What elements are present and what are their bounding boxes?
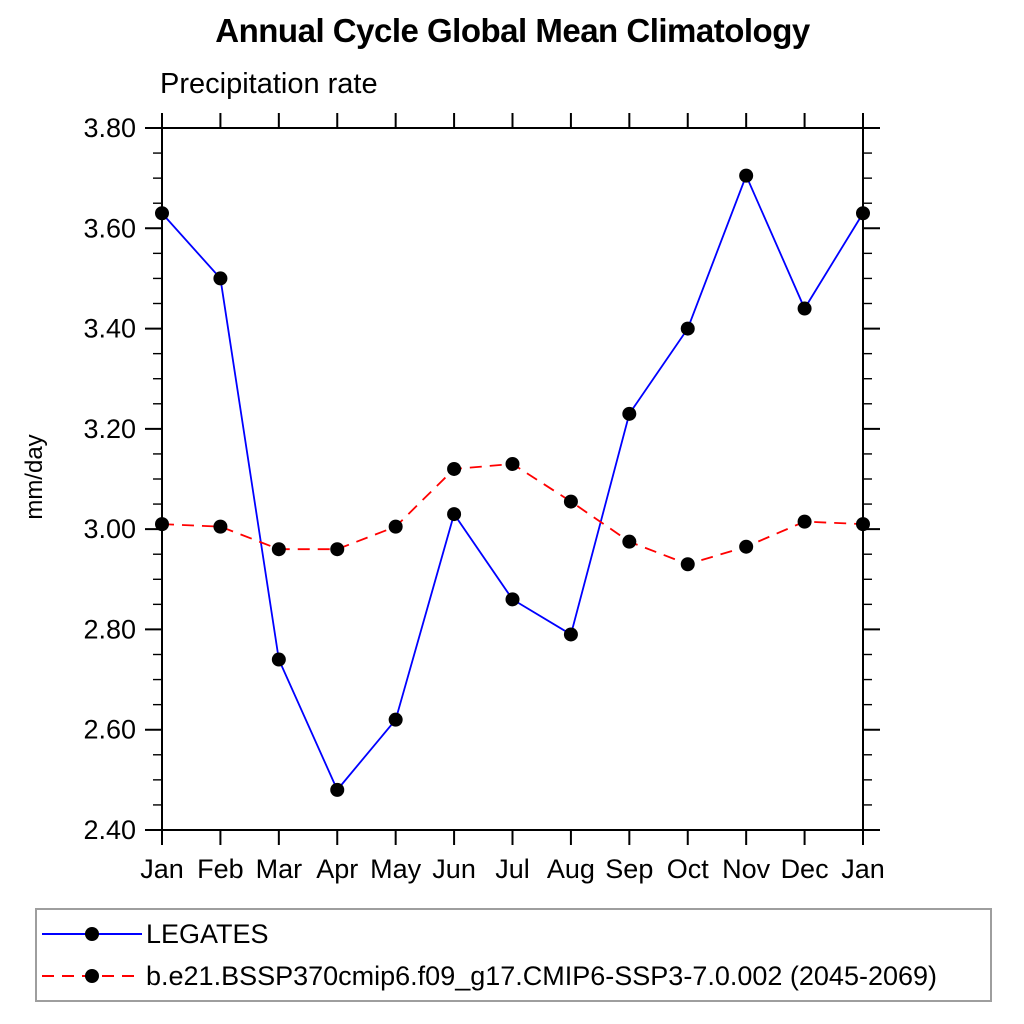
- series-0-marker: [622, 406, 637, 421]
- legend-label-legates: LEGATES: [146, 918, 269, 949]
- series-1-marker: [388, 519, 403, 534]
- x-tick-label: Apr: [316, 854, 358, 884]
- y-tick-label: 3.40: [83, 314, 136, 344]
- y-tick-label: 2.80: [83, 614, 136, 644]
- x-tick-label: Nov: [722, 854, 771, 884]
- legend-sample-marker: [85, 969, 99, 983]
- chart-subtitle: Precipitation rate: [160, 68, 378, 100]
- x-tick-label: Jul: [495, 854, 530, 884]
- legend-line-sample-dashed: [42, 969, 142, 983]
- series-1-line: [161, 463, 864, 566]
- y-tick-label: 2.60: [83, 715, 136, 745]
- series-1-marker: [155, 517, 169, 532]
- plot-frame: [161, 127, 864, 831]
- series-1-marker: [505, 456, 520, 471]
- series-0-marker: [155, 206, 169, 221]
- series-0-marker: [271, 652, 286, 667]
- chart-title: Annual Cycle Global Mean Climatology: [215, 12, 810, 49]
- series-1-marker: [797, 514, 812, 529]
- series-0-marker: [388, 712, 403, 727]
- x-tick-label: Oct: [667, 854, 710, 884]
- y-tick-label: 3.20: [83, 414, 136, 444]
- series-1-marker: [856, 517, 870, 532]
- x-tick-label: Jun: [432, 854, 476, 884]
- x-tick-label: Mar: [256, 854, 303, 884]
- x-tick-label: Jan: [841, 854, 885, 884]
- y-axis-label: mm/day: [21, 434, 48, 519]
- x-tick-label: Feb: [197, 854, 244, 884]
- legend-item-legates: LEGATES: [40, 913, 990, 955]
- series-0-line: [161, 173, 864, 792]
- plot-area: 2.40 2.60 2.80 3.00 3.20 3.40 3.60 3.80 Jan Feb Ma…: [21, 113, 885, 884]
- y-tick-label: 3.80: [83, 113, 136, 143]
- series-1-marker: [622, 534, 637, 549]
- series-0-marker: [505, 592, 520, 607]
- x-tick-label: Dec: [781, 854, 829, 884]
- series-1-marker: [739, 539, 754, 554]
- y-tick-label: 2.40: [83, 815, 136, 845]
- x-tick-label: Sep: [605, 854, 653, 884]
- series-1-marker: [447, 461, 462, 476]
- series-0-marker: [739, 168, 754, 183]
- x-tick-label: Jan: [140, 854, 184, 884]
- series-0-marker: [680, 321, 695, 336]
- legend-line-sample-solid: [42, 927, 142, 941]
- legend-box: LEGATES b.e21.BSSP370cmip6.f09_g17.CMIP6…: [35, 908, 992, 1002]
- series-0-marker: [856, 206, 870, 221]
- series-0-marker: [213, 271, 228, 286]
- x-tick-label: May: [370, 854, 422, 884]
- series-1-marker: [213, 519, 228, 534]
- y-tick-label: 3.00: [83, 514, 136, 544]
- series-1-marker: [563, 494, 578, 509]
- x-tick-label: Aug: [547, 854, 595, 884]
- series-1-marker: [330, 542, 345, 557]
- legend-label-model: b.e21.BSSP370cmip6.f09_g17.CMIP6-SSP3-7.…: [146, 960, 938, 991]
- y-tick-label: 3.60: [83, 213, 136, 243]
- legend-item-model: b.e21.BSSP370cmip6.f09_g17.CMIP6-SSP3-7.…: [40, 955, 990, 997]
- series-0-marker: [563, 627, 578, 642]
- series-0-marker: [330, 782, 345, 797]
- series-0-marker: [447, 507, 462, 522]
- series-1-marker: [271, 542, 286, 557]
- series-0-marker: [797, 301, 812, 316]
- series-1-marker: [680, 557, 695, 572]
- legend-sample-marker: [85, 927, 99, 941]
